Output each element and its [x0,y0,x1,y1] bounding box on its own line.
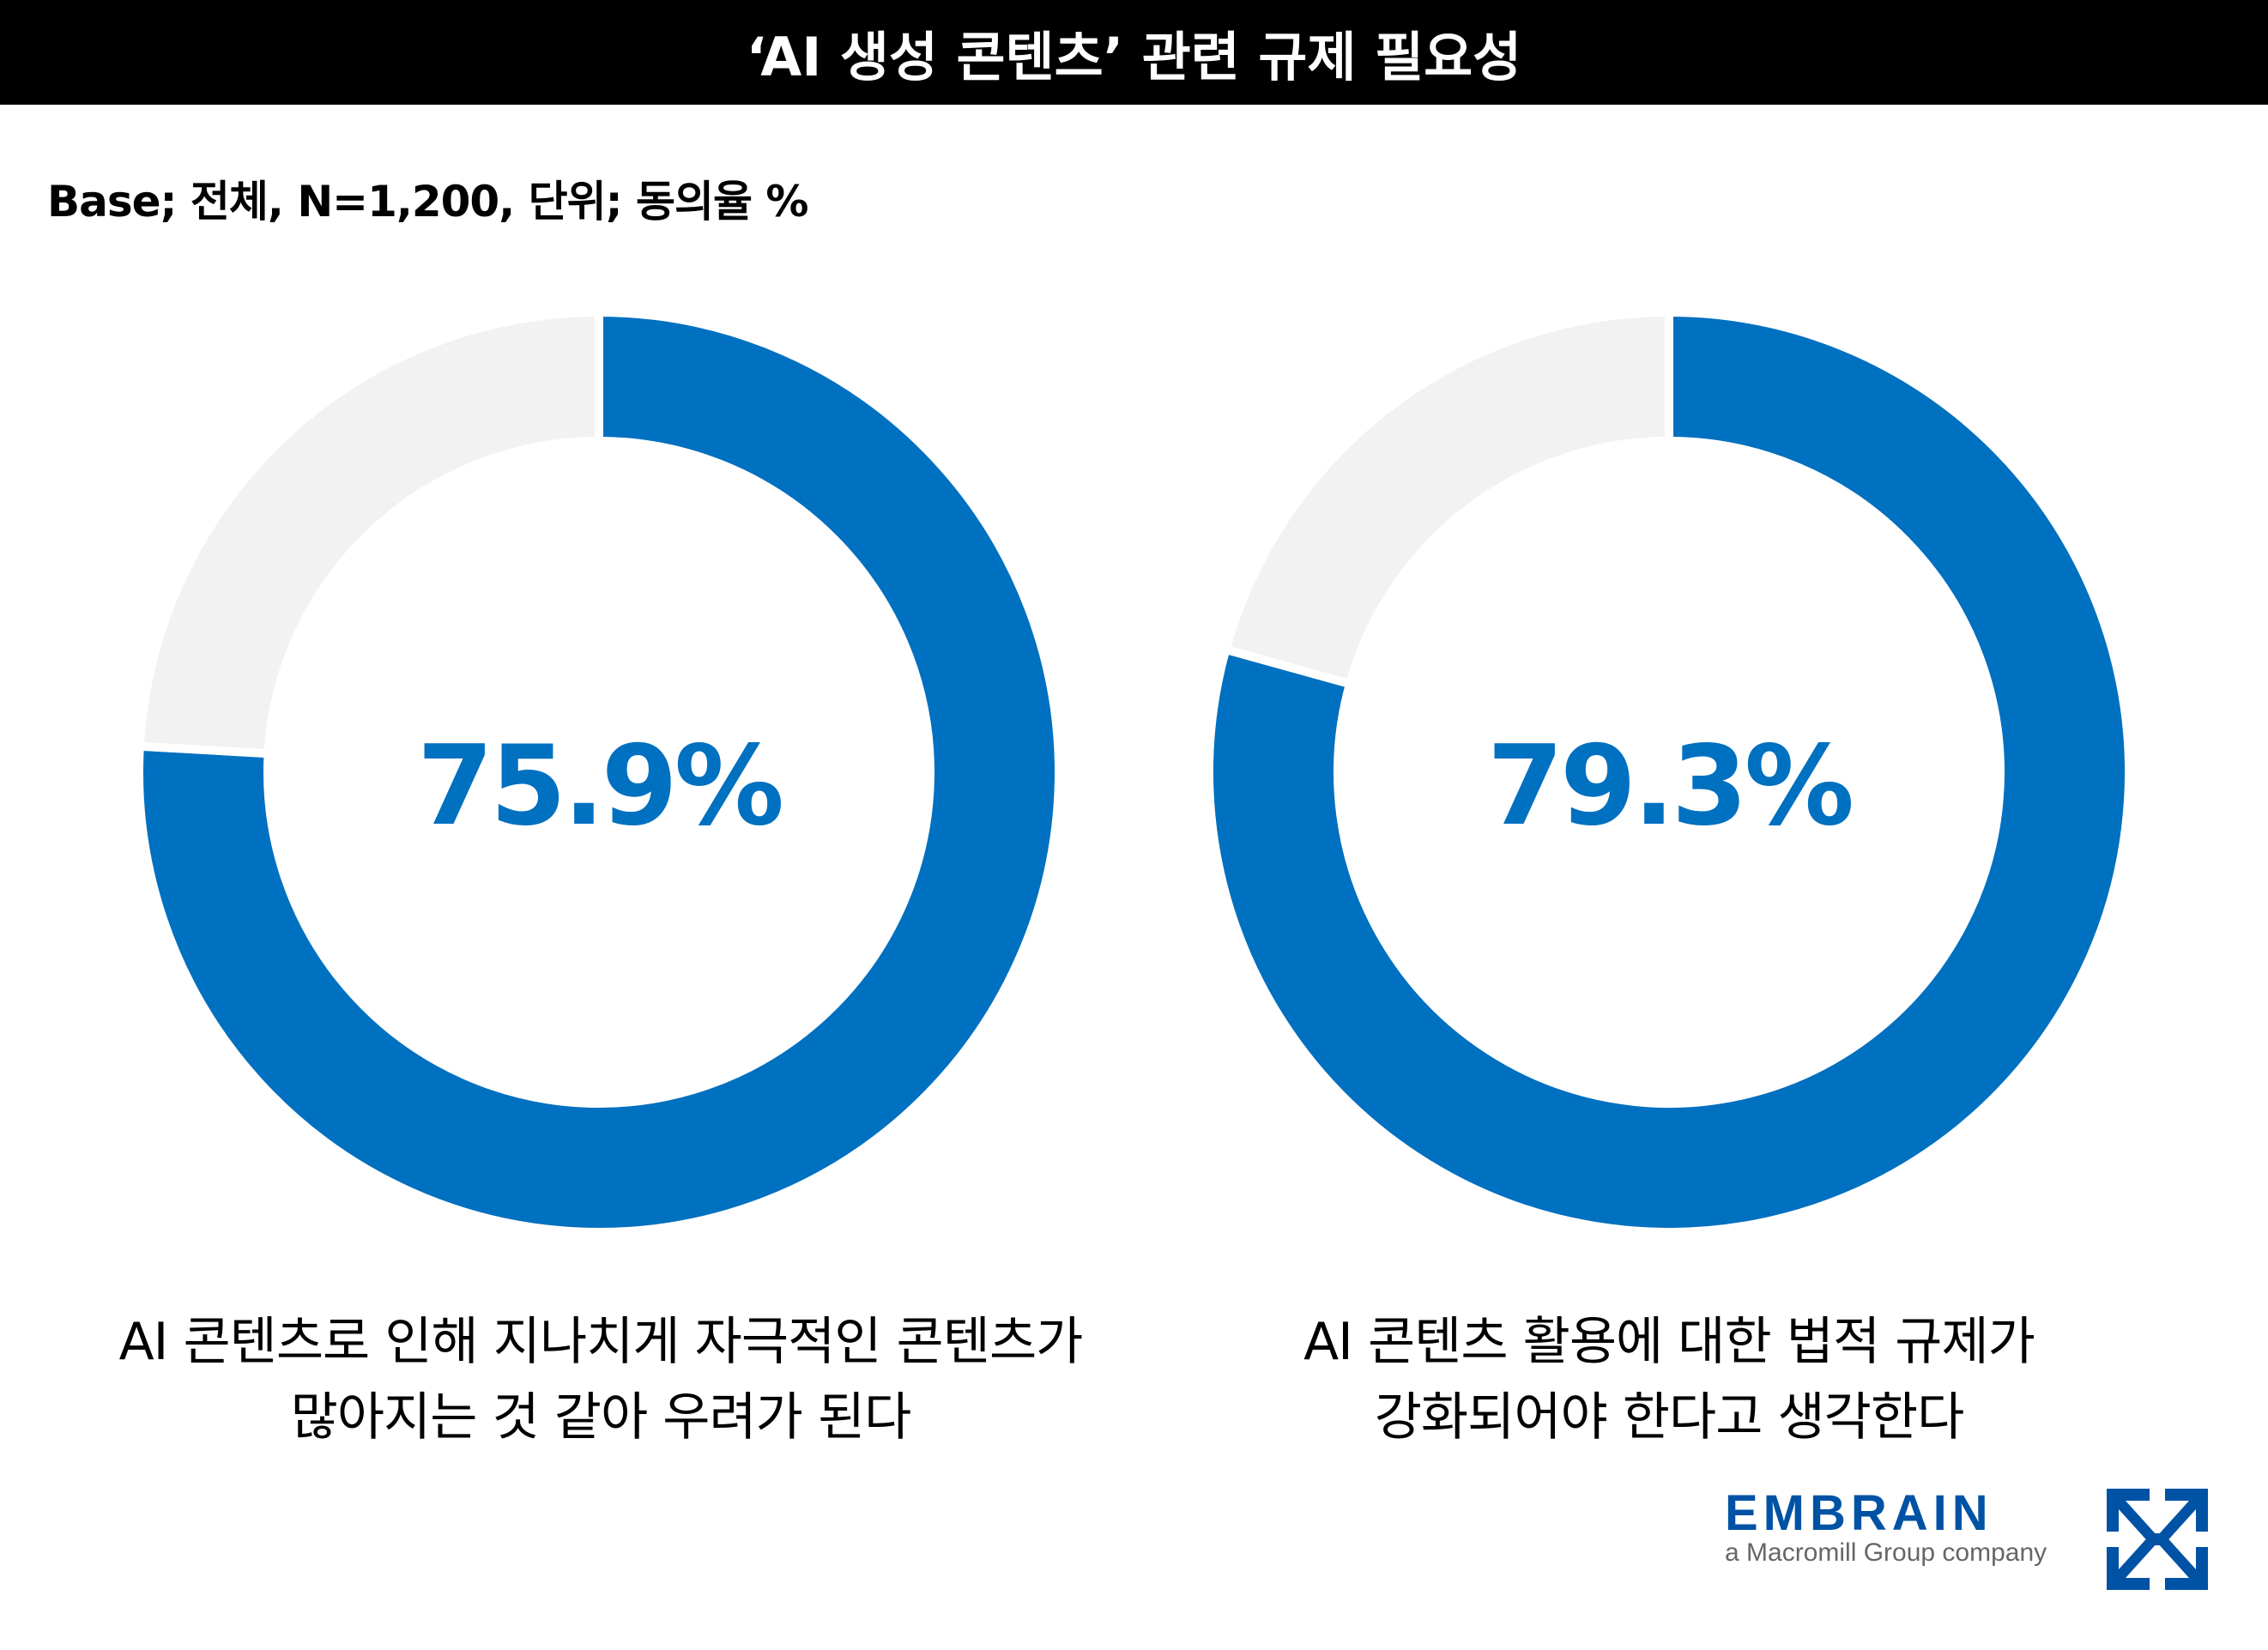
embrain-mark-icon [2107,1489,2208,1590]
chart-1-caption: AI 콘텐츠로 인해 지나치게 자극적인 콘텐츠가 많아지는 것 같아 우려가 … [0,1304,1201,1455]
donut-2-value-label: 79.3% [1487,722,1852,850]
donut-1-value-label: 75.9% [417,722,782,850]
caption-line: 많아지는 것 같아 우려가 된다 [290,1387,912,1448]
donut-2-segment-other [1220,307,1673,690]
base-note: Base; 전체, N=1,200, 단위; 동의율 % [47,177,809,227]
caption-line: 강화되어야 한다고 생각한다 [1374,1387,1965,1448]
logo-tagline: a Macromill Group company [1725,1538,2047,1567]
donut-2-segment-agree [1205,307,2133,1236]
donut-1-segment-agree [135,307,1063,1236]
caption-line: AI 콘텐츠 활용에 대한 법적 규제가 [1303,1312,2035,1372]
chart-2-caption: AI 콘텐츠 활용에 대한 법적 규제가 강화되어야 한다고 생각한다 [1068,1304,2268,1455]
logo-wordmark: EMBRAIN [1725,1485,1993,1541]
embrain-logo: EMBRAIN a Macromill Group company [1725,1484,2047,1568]
chart-title: ‘AI 생성 콘텐츠’ 관련 규제 필요성 [0,0,2268,105]
donut-1-segment-other [135,307,603,759]
caption-line: AI 콘텐츠로 인해 지나치게 자극적인 콘텐츠가 [118,1312,1084,1372]
